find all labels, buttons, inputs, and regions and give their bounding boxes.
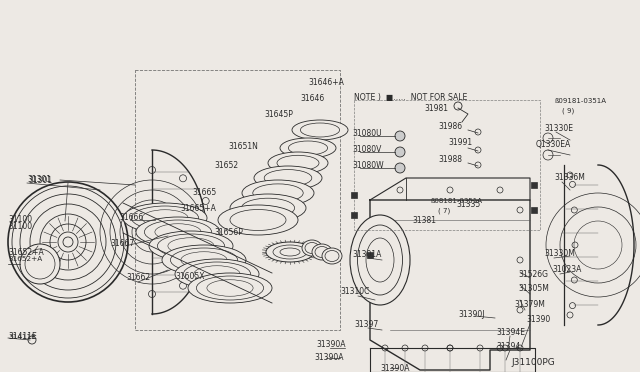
Text: 31080U: 31080U	[352, 129, 381, 138]
Ellipse shape	[266, 242, 314, 262]
Text: 31301: 31301	[27, 175, 51, 184]
Text: 31526G: 31526G	[518, 270, 548, 279]
Text: 31656P: 31656P	[214, 228, 243, 237]
Text: 31390A: 31390A	[316, 340, 346, 349]
Text: 31651N: 31651N	[228, 142, 258, 151]
Text: 31981: 31981	[424, 104, 448, 113]
Ellipse shape	[242, 180, 314, 206]
Bar	[367, 252, 373, 258]
Ellipse shape	[149, 231, 233, 261]
Circle shape	[395, 147, 405, 157]
Ellipse shape	[280, 138, 336, 158]
Ellipse shape	[175, 259, 259, 289]
Ellipse shape	[268, 152, 328, 174]
Text: 31986: 31986	[438, 122, 462, 131]
Text: 31390A: 31390A	[314, 353, 344, 362]
Circle shape	[395, 163, 405, 173]
Ellipse shape	[136, 217, 220, 247]
Text: 31667: 31667	[110, 239, 134, 248]
Text: ß09181-0351A: ß09181-0351A	[554, 98, 606, 104]
Bar	[531, 207, 537, 213]
Ellipse shape	[230, 194, 306, 222]
Text: 31390: 31390	[526, 315, 550, 324]
Text: 31330M: 31330M	[544, 249, 575, 258]
Text: ( 9): ( 9)	[562, 108, 574, 115]
Ellipse shape	[123, 203, 207, 233]
Text: 31645P: 31645P	[264, 110, 293, 119]
Circle shape	[8, 182, 128, 302]
Bar	[351, 212, 357, 218]
Ellipse shape	[162, 245, 246, 275]
Text: 31100: 31100	[8, 215, 32, 224]
Text: 31665: 31665	[192, 188, 216, 197]
Text: 31330E: 31330E	[544, 124, 573, 133]
Text: 31080W: 31080W	[352, 161, 383, 170]
Bar	[351, 192, 357, 198]
Text: 31665+A: 31665+A	[180, 204, 216, 213]
Text: 31652+A: 31652+A	[8, 256, 42, 262]
Ellipse shape	[254, 166, 322, 190]
Text: ß08181-0351A: ß08181-0351A	[430, 198, 482, 204]
Text: Q1330EA: Q1330EA	[536, 140, 572, 149]
Circle shape	[395, 131, 405, 141]
Text: J31100PG: J31100PG	[511, 358, 555, 367]
Text: 31652+A: 31652+A	[8, 248, 44, 257]
Text: 31652: 31652	[214, 161, 238, 170]
Text: 31310C: 31310C	[340, 287, 369, 296]
Ellipse shape	[350, 215, 410, 305]
Text: 31080V: 31080V	[352, 145, 381, 154]
Text: 31301A: 31301A	[352, 250, 381, 259]
Text: 31301: 31301	[28, 176, 52, 185]
Ellipse shape	[312, 244, 332, 260]
Ellipse shape	[292, 120, 348, 140]
Text: NOTE )  ■.....  NOT FOR SALE: NOTE ) ■..... NOT FOR SALE	[354, 93, 467, 102]
Text: 31394: 31394	[496, 342, 520, 351]
Text: 31100: 31100	[8, 222, 32, 231]
Text: 31394E: 31394E	[496, 328, 525, 337]
Text: 31390J: 31390J	[458, 310, 484, 319]
Bar	[531, 182, 537, 188]
Circle shape	[20, 244, 60, 284]
Text: 31646: 31646	[300, 94, 324, 103]
Ellipse shape	[322, 248, 342, 264]
Text: 31397: 31397	[354, 320, 378, 329]
Text: 31646+A: 31646+A	[308, 78, 344, 87]
Ellipse shape	[302, 240, 322, 256]
Text: 31390A: 31390A	[380, 364, 410, 372]
Text: 31411E: 31411E	[8, 332, 36, 341]
Ellipse shape	[218, 205, 298, 235]
Text: ( 7): ( 7)	[438, 208, 451, 215]
Text: 31379M: 31379M	[514, 300, 545, 309]
Text: 31411E: 31411E	[8, 334, 36, 340]
Text: 31335: 31335	[456, 200, 480, 209]
Text: 31305M: 31305M	[518, 284, 549, 293]
Ellipse shape	[188, 273, 272, 303]
Text: 31666: 31666	[119, 213, 143, 222]
Text: 31991: 31991	[448, 138, 472, 147]
Text: 31381: 31381	[412, 216, 436, 225]
Text: 31605X: 31605X	[175, 272, 205, 281]
Text: 31988: 31988	[438, 155, 462, 164]
Text: 31023A: 31023A	[552, 265, 581, 274]
Text: 31662: 31662	[126, 273, 150, 282]
Text: 31336M: 31336M	[554, 173, 585, 182]
